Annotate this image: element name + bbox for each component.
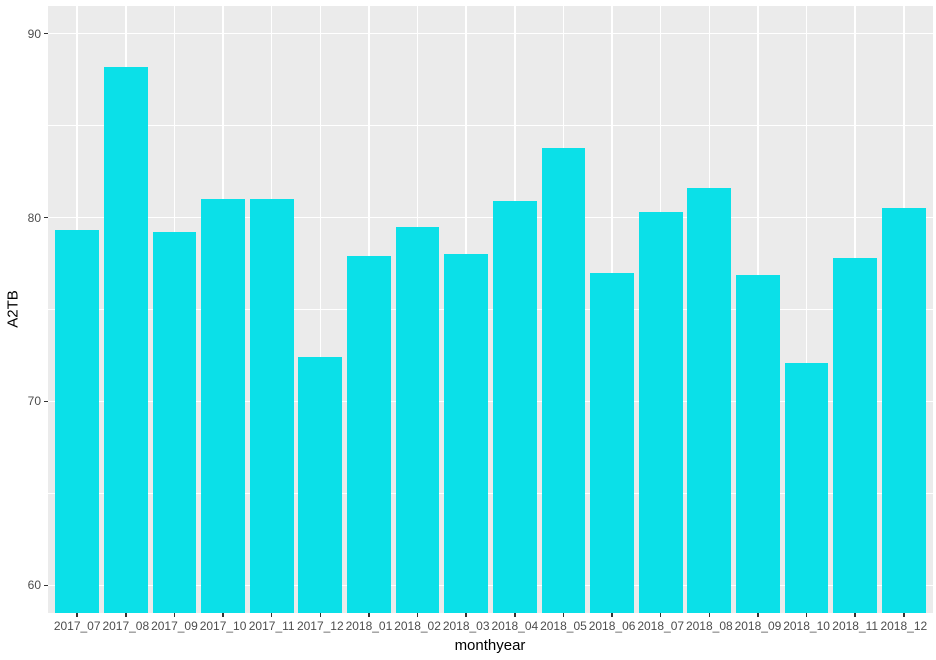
major-gridline-y-90 xyxy=(48,32,933,35)
bar-2017_12 xyxy=(298,357,343,613)
x-axis-title: monthyear xyxy=(454,637,526,654)
y-tick-mark-80 xyxy=(44,216,48,219)
bar-2018_10 xyxy=(784,362,829,613)
bar-2018_01 xyxy=(347,256,391,613)
x-tick-label-2018_06: 2018_06 xyxy=(588,619,636,633)
bar-2018_07 xyxy=(638,212,683,613)
x-tick-label-2018_03: 2018_03 xyxy=(442,619,490,633)
major-gridline-x-2018_10 xyxy=(805,6,808,613)
bar-2018_04 xyxy=(492,200,537,613)
bar-2018_03 xyxy=(444,254,489,613)
x-tick-label-2018_08: 2018_08 xyxy=(685,619,733,633)
bar-2018_02 xyxy=(395,226,440,613)
x-tick-mark-2018_06 xyxy=(611,613,613,617)
x-tick-label-2018_09: 2018_09 xyxy=(734,619,782,633)
x-tick-mark-2018_04 xyxy=(514,613,516,617)
x-tick-label-2017_10: 2017_10 xyxy=(199,619,247,633)
x-tick-label-2017_08: 2017_08 xyxy=(102,619,150,633)
x-tick-label-2018_04: 2018_04 xyxy=(491,619,539,633)
bar-2018_12 xyxy=(881,208,926,613)
x-tick-mark-2018_12 xyxy=(903,613,905,617)
minor-gridline-y-85 xyxy=(48,125,933,126)
plot-panel xyxy=(48,6,933,613)
x-tick-mark-2018_11 xyxy=(854,613,856,617)
bar-2017_08 xyxy=(103,66,148,613)
bar-2018_05 xyxy=(541,147,586,613)
x-tick-mark-2017_11 xyxy=(270,613,273,617)
bar-2018_11 xyxy=(833,258,878,613)
major-gridline-y-80 xyxy=(48,216,933,219)
x-tick-mark-2017_09 xyxy=(173,613,176,617)
y-tick-label-80: 80 xyxy=(27,210,41,225)
x-tick-label-2018_02: 2018_02 xyxy=(394,619,441,633)
x-tick-mark-2018_02 xyxy=(416,613,419,617)
bar-2018_09 xyxy=(736,274,780,613)
x-tick-label-2018_01: 2018_01 xyxy=(345,619,393,633)
major-gridline-y-60 xyxy=(48,584,933,587)
x-tick-mark-2017_10 xyxy=(222,613,224,617)
x-tick-label-2017_09: 2017_09 xyxy=(151,619,198,633)
x-tick-mark-2018_07 xyxy=(659,613,662,617)
y-tick-label-60: 60 xyxy=(27,578,41,593)
x-tick-mark-2018_05 xyxy=(562,613,565,617)
x-tick-label-2018_11: 2018_11 xyxy=(832,619,879,633)
x-tick-mark-2018_09 xyxy=(757,613,759,617)
y-tick-mark-70 xyxy=(44,400,48,403)
major-gridline-x-2017_12 xyxy=(319,6,322,613)
y-tick-mark-90 xyxy=(44,32,48,35)
x-tick-label-2017_07: 2017_07 xyxy=(53,619,101,633)
y-tick-label-90: 90 xyxy=(27,26,41,41)
bar-2017_11 xyxy=(249,199,294,613)
x-tick-mark-2018_03 xyxy=(465,613,467,617)
bar-2018_08 xyxy=(687,188,732,613)
y-axis-title: A2TB xyxy=(4,290,22,328)
x-tick-mark-2018_01 xyxy=(368,613,370,617)
x-tick-mark-2018_08 xyxy=(708,613,711,617)
x-tick-label-2018_05: 2018_05 xyxy=(540,619,587,633)
bar-2017_10 xyxy=(201,199,245,613)
x-tick-label-2018_12: 2018_12 xyxy=(880,619,928,633)
y-tick-mark-60 xyxy=(44,584,48,587)
x-tick-label-2018_07: 2018_07 xyxy=(637,619,685,633)
x-tick-label-2017_12: 2017_12 xyxy=(296,619,344,633)
minor-gridline-y-75 xyxy=(48,309,933,310)
major-gridline-y-70 xyxy=(48,400,933,403)
bar-2018_06 xyxy=(590,272,634,613)
bar-2017_09 xyxy=(152,232,197,613)
x-tick-mark-2017_08 xyxy=(125,613,127,617)
bar-2017_07 xyxy=(55,230,100,613)
x-tick-mark-2017_12 xyxy=(319,613,322,617)
x-tick-label-2017_11: 2017_11 xyxy=(248,619,295,633)
x-tick-label-2018_10: 2018_10 xyxy=(783,619,830,633)
x-tick-mark-2018_10 xyxy=(805,613,808,617)
minor-gridline-y-65 xyxy=(48,493,933,494)
y-tick-label-70: 70 xyxy=(27,394,41,409)
x-tick-mark-2017_07 xyxy=(76,613,78,617)
